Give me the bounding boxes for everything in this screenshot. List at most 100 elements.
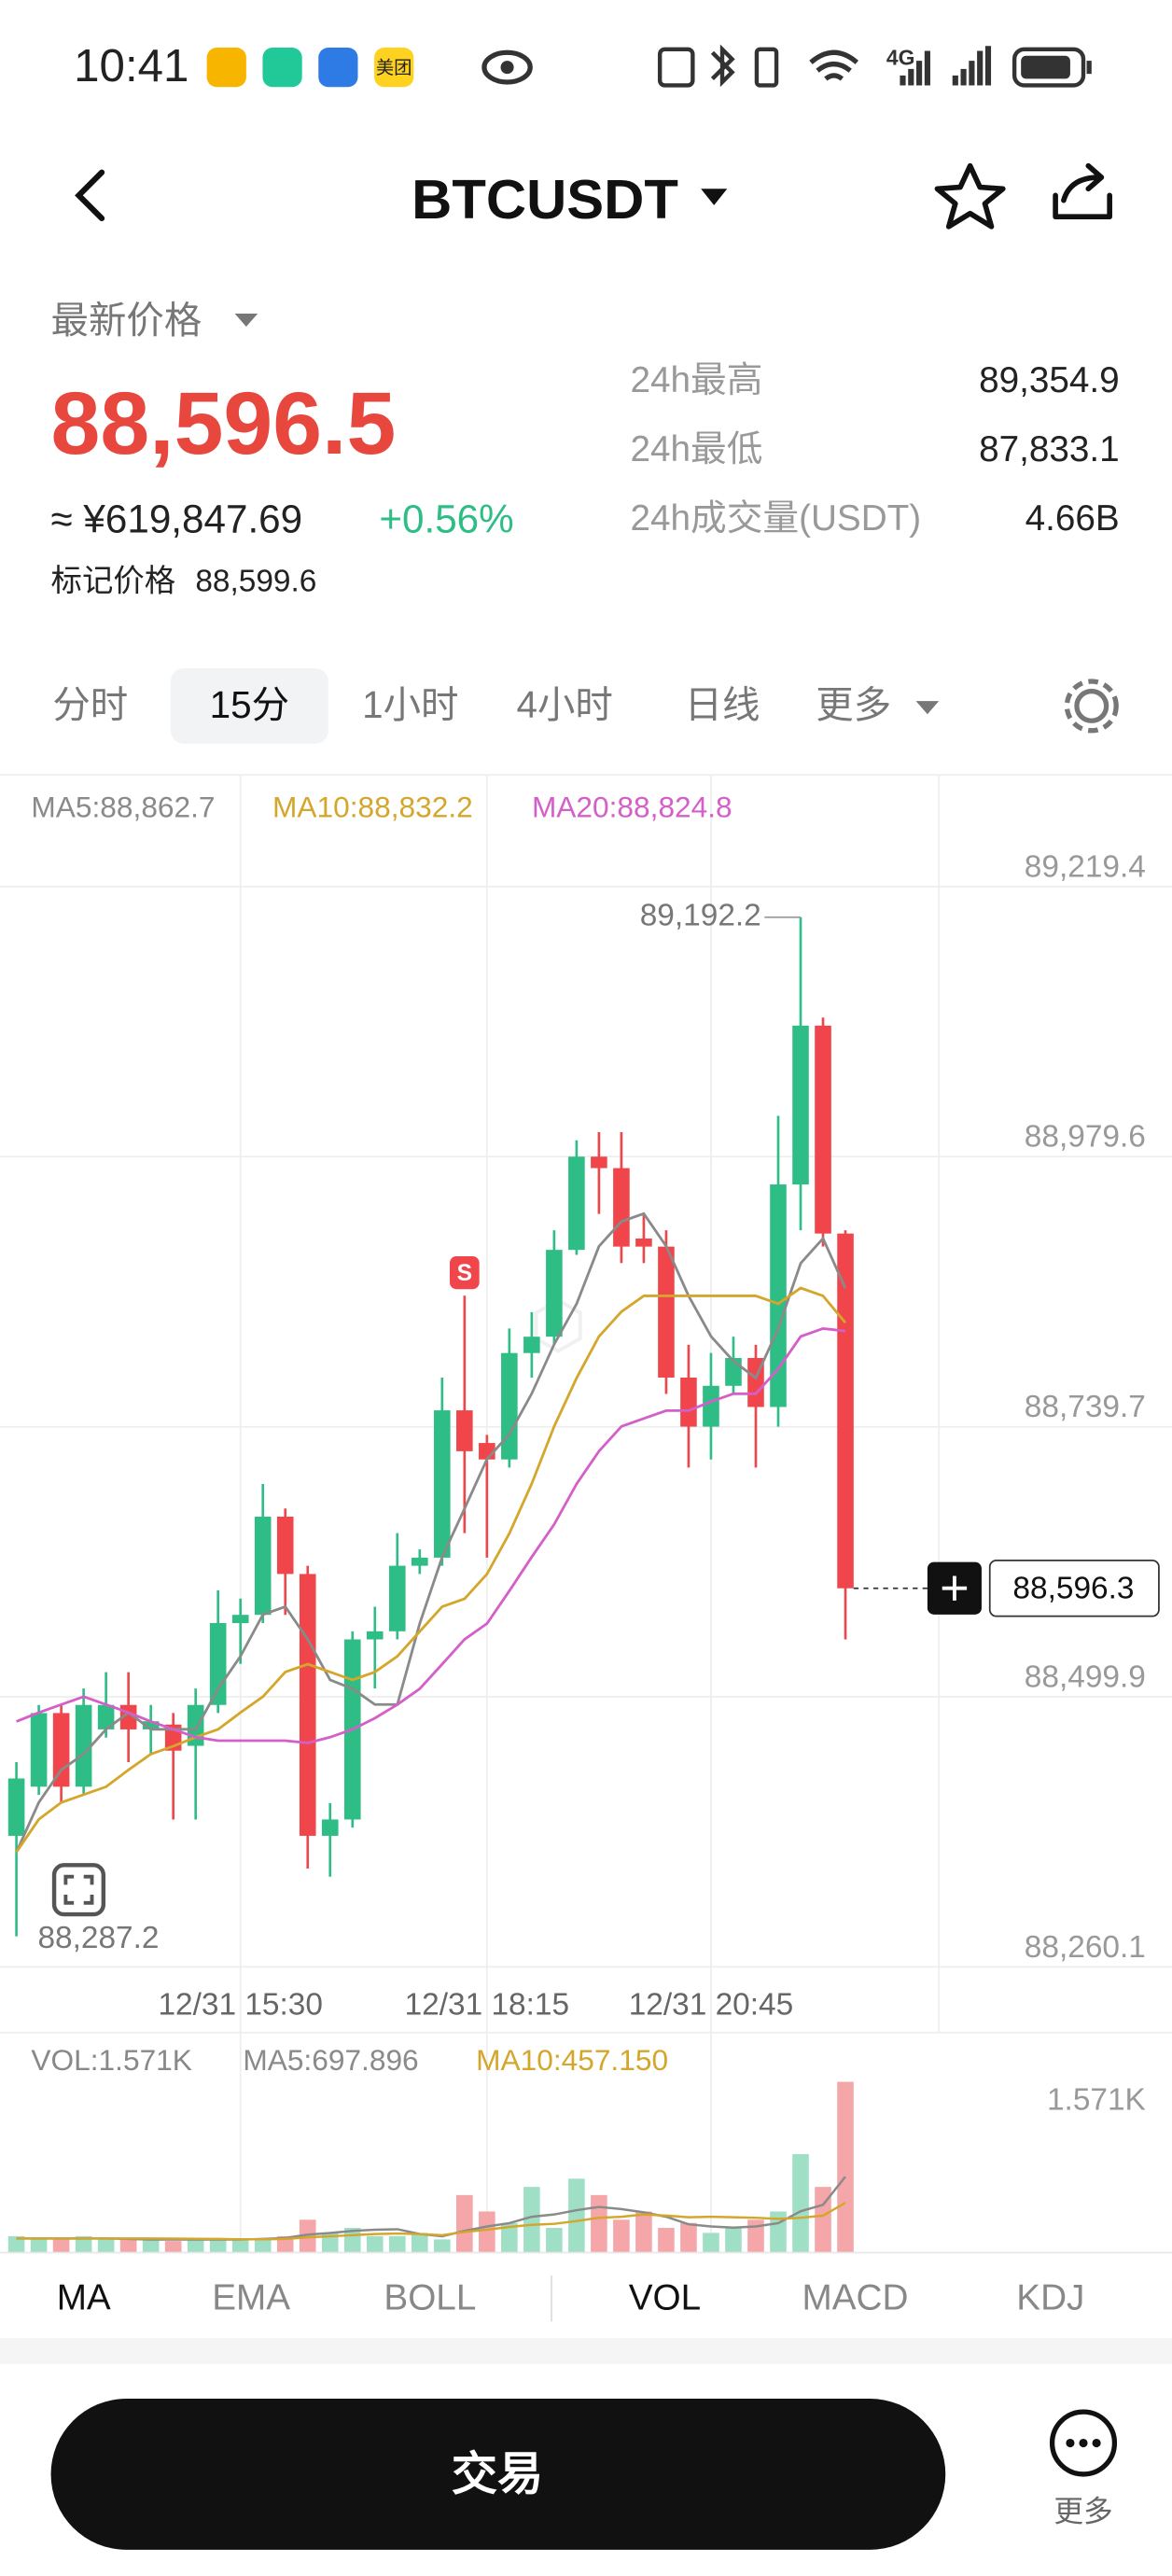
expand-button[interactable] [51,1863,106,1917]
vol-tick-label: 1.571K [1047,2082,1146,2117]
volume-bar [7,2235,25,2253]
candle-body [7,1778,25,1836]
interval-tab[interactable]: 1小时 [362,683,458,726]
volume-bar [75,2235,92,2253]
volume-bar [321,2233,339,2253]
settings-button[interactable] [1064,679,1119,734]
price-label[interactable]: 最新价格 [51,299,202,342]
stats: 24h最高 89,354.9 24h最低 87,833.1 24h成交量(USDT) 4.… [630,360,1119,539]
candle-body [792,1025,809,1185]
volume-bar [815,2187,831,2253]
candle-body [75,1704,92,1787]
price-change: +0.56% [379,497,513,541]
trade-button-label[interactable]: 交易 [452,2448,544,2499]
more-label[interactable]: 更多 [1053,2495,1112,2528]
cny-price: ≈ ¥619,847.69 [51,497,303,541]
candle-body [546,1250,563,1337]
volume-bar [456,2194,473,2253]
more-dot[interactable] [1079,2438,1088,2448]
candle-body [837,1233,854,1589]
interval-tab[interactable]: 15分 [210,683,289,726]
y-tick-label: 88,739.7 [1025,1390,1146,1424]
battery-level [1021,55,1070,79]
candle-body [635,1238,652,1247]
volume-bar [434,2239,451,2253]
last-price-box [988,1559,1160,1617]
network-label: 4G [886,45,915,69]
settings-button[interactable] [1074,688,1109,723]
vol-ma-legend: MA5:697.896 [243,2043,418,2077]
candle-body [30,1713,48,1787]
volume-bar [52,2239,70,2253]
x-tick-label: 12/31 20:45 [629,1987,793,2022]
indicator-tab[interactable]: EMA [212,2278,290,2318]
candle-body [680,1377,697,1427]
more-button[interactable] [1049,2409,1118,2477]
candle-body [276,1516,294,1575]
status-time: 10:41 [74,40,188,91]
candle-body [209,1623,227,1705]
volume-bar [725,2228,742,2253]
interval-tab[interactable]: 4小时 [516,683,612,726]
tab-highlight [170,667,328,744]
volume-bar [209,2239,227,2253]
ma-legend: MA20:88,824.8 [532,791,732,824]
candle-body [142,1721,160,1729]
candle-body [254,1516,272,1616]
stat-label: 24h成交量(USDT) [630,498,921,539]
trade-button[interactable] [50,2399,946,2550]
interval-tab[interactable]: 分时 [52,683,128,726]
volume-bar [635,2211,652,2253]
symbol-dropdown[interactable] [701,189,728,205]
symbol-title[interactable]: BTCUSDT [412,168,678,231]
max-label: 89,192.2 [640,899,761,933]
interval-tab[interactable]: 日线 [685,683,760,726]
favorite-button[interactable] [934,162,1006,230]
volume-bar [703,2233,719,2253]
min-label: 88,287.2 [37,1921,159,1955]
more-dropdown[interactable] [915,701,940,715]
indicator-tab[interactable]: MA [57,2278,111,2318]
indicator-tab[interactable]: KDJ [1016,2278,1084,2318]
x-tick-label: 12/31 18:15 [405,1987,569,2022]
kline-chart: 89,219.4 88,979.6 88,739.7 88,499.9 88,260.1… [0,775,1172,2253]
more-dot[interactable] [1066,2438,1075,2448]
battery-tip [1086,61,1092,75]
last-price-tag: 88,596.3 [1012,1571,1134,1605]
more-dot[interactable] [1092,2438,1101,2448]
volume-bar [97,2239,115,2253]
vol-ma-legend: MA10:457.150 [476,2043,668,2077]
volume-bar [523,2187,540,2253]
share-button[interactable] [1053,162,1112,220]
y-tick-label: 88,260.1 [1025,1930,1146,1965]
indicator-tab[interactable]: MACD [802,2278,909,2318]
back-button[interactable] [75,169,105,222]
candle-body [501,1352,518,1460]
indicator-tab[interactable]: BOLL [384,2278,476,2318]
stat-label: 24h最高 [630,360,762,400]
y-tick-label: 88,979.6 [1025,1120,1146,1155]
battery-icon [1012,47,1086,88]
interval-tabs: 分时 15分 1小时 4小时 日线 更多 [52,683,891,726]
candle-body [523,1337,540,1353]
status-icon [206,48,246,88]
last-price-plus-icon[interactable] [942,1575,968,1601]
ma-line [15,1286,847,1854]
eye-icon [500,61,514,75]
candle-body [770,1184,787,1407]
candle-body [388,1565,406,1631]
interval-tab[interactable]: 更多 [816,683,891,726]
indicator-tab[interactable]: VOL [629,2278,701,2318]
volume-bar [412,2233,428,2253]
candle-body [434,1410,451,1558]
signal-icon [952,46,992,86]
stat-value: 87,833.1 [979,429,1120,469]
candle-body [321,1819,339,1836]
volume-bar [591,2194,607,2253]
candle-body [299,1574,316,1836]
last-price: 88,596.5 [51,374,397,473]
bluetooth-icon [710,44,735,88]
price-dropdown[interactable] [234,313,258,328]
expand-icon[interactable] [63,1874,94,1905]
